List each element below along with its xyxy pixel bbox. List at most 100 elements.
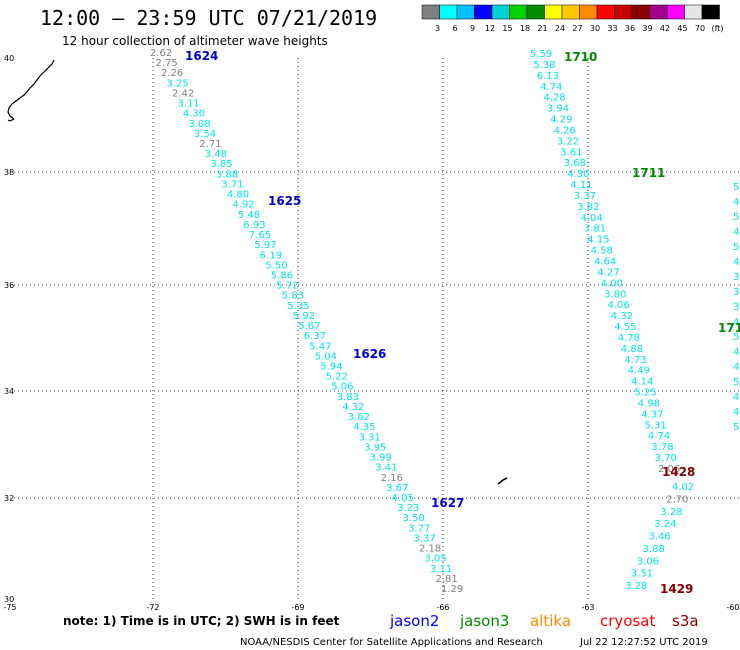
wave-height-value: 5.83 (282, 291, 304, 302)
satellite-cryosat: cryosat (600, 612, 655, 630)
colorbar-swatch (614, 4, 633, 20)
wave-height-value: 2.06 (658, 464, 680, 475)
wave-height-value: 4.30 (567, 169, 589, 180)
longitude-label: -69 (291, 603, 304, 612)
wave-height-value: 4.05 (392, 493, 414, 504)
colorbar-swatch (526, 4, 545, 20)
colorbar-swatch (544, 4, 563, 20)
wave-height-value: 7.65 (249, 230, 271, 241)
wave-height-value: 4.15 (587, 235, 609, 246)
altimeter-tracks: 2.622.752.263.252.423.114.303.083.542.71… (150, 48, 740, 595)
wave-height-value: 4.14 (631, 377, 653, 388)
wave-height-value: 6.37 (304, 331, 326, 342)
wave-height-value: 6.13 (537, 71, 559, 82)
wave-height-value: 4.25 (733, 317, 740, 328)
wave-height-value: 4.27 (597, 267, 619, 278)
wave-height-value: 3.28 (660, 507, 682, 518)
latitude-label: 34 (4, 387, 14, 396)
longitude-label: -63 (581, 603, 594, 612)
wave-height-value: 5.92 (733, 242, 740, 253)
wave-height-value: 3.05 (425, 554, 447, 565)
wave-height-value: 5.97 (254, 240, 276, 251)
wave-height-value: 4.98 (638, 399, 660, 410)
colorbar-swatch (579, 4, 598, 20)
wave-height-value: 3.48 (205, 149, 227, 160)
wave-height-value: 3.08 (188, 119, 210, 130)
wave-height-value: 3.11 (430, 564, 452, 575)
wave-height-value: 3.24 (654, 519, 676, 530)
longitude-label: -72 (146, 603, 159, 612)
lat-lon-grid: 40 38 36 34 32 30-75 -72 -69 -66 -63 -60 (3, 54, 740, 612)
wave-height-value: 4.04 (733, 257, 740, 268)
wave-height-value: 5.92 (293, 311, 315, 322)
colorbar-legend: 3 6 9 12 15 18 21 24 27 30 33 36 39 42 45 70 (ft) (421, 4, 724, 33)
latitude-label: 32 (4, 494, 14, 503)
wave-height-value: 4.49 (628, 366, 650, 377)
colorbar-swatch (474, 4, 493, 20)
wave-height-value: 5.5 (733, 212, 740, 223)
colorbar-label: 12 (485, 24, 495, 33)
wave-height-value: 2.71 (199, 139, 221, 150)
wave-height-value: 2.62 (150, 48, 172, 59)
colorbar-label: 33 (607, 24, 617, 33)
wave-height-value: 4.32 (342, 402, 364, 413)
wave-height-value: 4.25 (733, 227, 740, 238)
colorbar-swatch (491, 4, 510, 20)
colorbar-label: 36 (625, 24, 635, 33)
wave-height-value: 3.31 (359, 432, 381, 443)
colorbar-swatch (456, 4, 475, 20)
wave-height-value: 4.04 (581, 213, 603, 224)
colorbar-swatch (439, 4, 458, 20)
latitude-label: 40 (4, 54, 14, 63)
colorbar-label: 27 (572, 24, 582, 33)
wave-height-value: 3.41 (375, 463, 397, 474)
satellite-jason2: jason2 (389, 612, 439, 630)
wave-height-value: 3.80 (604, 289, 626, 300)
latitude-label: 38 (4, 168, 14, 177)
wave-height-value: 3.94 (547, 104, 569, 115)
wave-height-value: 4.5 (733, 197, 740, 208)
wave-height-value: 5.50 (265, 260, 287, 271)
wave-height-value: 3.28 (625, 581, 647, 592)
wave-height-value: 3.83 (337, 392, 359, 403)
wave-height-value: 3.99 (370, 453, 392, 464)
wave-height-value: 5.86 (271, 271, 293, 282)
wave-height-value: 5.67 (298, 321, 320, 332)
colorbar-swatch (666, 4, 685, 20)
wave-height-value: 2.81 (436, 574, 458, 585)
pass-time-label: 1428 (662, 465, 695, 479)
wave-height-value: 4.73 (624, 355, 646, 366)
colorbar-swatch (631, 4, 650, 20)
wave-height-value: 3.22 (557, 136, 579, 147)
wave-height-value: 2.16 (381, 473, 403, 484)
pass-time-label: 1710 (564, 50, 597, 64)
wave-height-value: 2.26 (161, 68, 183, 79)
wave-height-value: 6.93 (243, 220, 265, 231)
longitude-label: -66 (436, 603, 449, 612)
wave-height-value: 4.35 (353, 422, 375, 433)
wave-height-value: 3.95 (364, 442, 386, 453)
colorbar-label: 3 (435, 24, 440, 33)
wave-height-value: 5.31 (645, 420, 667, 431)
wave-height-value: 3.37 (574, 191, 596, 202)
wave-height-value: 4.37 (641, 409, 663, 420)
colorbar-label: 39 (642, 24, 652, 33)
wave-height-value: 2.42 (172, 89, 194, 100)
wave-height-value: 5.94 (320, 362, 342, 373)
wave-height-value: 3.25 (167, 78, 189, 89)
wave-height-value: 3.78 (651, 442, 673, 453)
colorbar-label: 15 (502, 24, 512, 33)
wave-height-value: 4.11 (570, 180, 592, 191)
wave-height-value: 5. (733, 182, 740, 193)
wave-height-value: 2.70 (666, 494, 688, 505)
latitude-label: 36 (4, 281, 14, 290)
wave-height-value: 4.78 (618, 333, 640, 344)
wave-height-value: 3.68 (564, 158, 586, 169)
satellite-legend: jason2 jason3 altika cryosat s3a (389, 612, 699, 630)
wave-height-value: 6.19 (260, 250, 282, 261)
pass-time-labels: 1624 1625 1626 1627 1710 1711 171 1428 1429 (185, 49, 740, 596)
wave-height-value: 3.61 (560, 147, 582, 158)
wave-height-value: 4.26 (554, 125, 576, 136)
wave-height-value: 4.9 (733, 407, 740, 418)
